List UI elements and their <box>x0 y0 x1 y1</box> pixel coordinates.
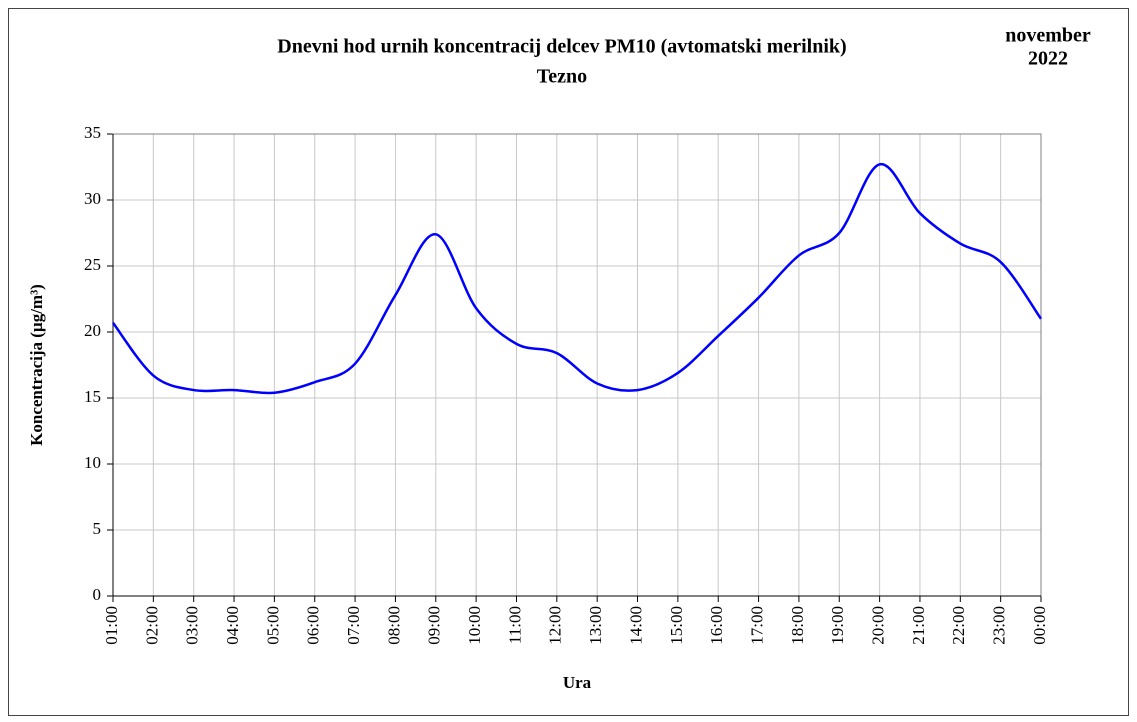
y-tick-label: 15 <box>84 387 101 406</box>
x-tick-label: 15:00 <box>667 606 686 645</box>
x-tick-label: 20:00 <box>869 606 888 645</box>
x-tick-label: 17:00 <box>747 606 766 645</box>
x-tick-label: 13:00 <box>586 606 605 645</box>
x-tick-label: 16:00 <box>707 606 726 645</box>
x-tick-label: 21:00 <box>909 606 928 645</box>
x-tick-label: 01:00 <box>102 606 121 645</box>
x-tick-label: 03:00 <box>183 606 202 645</box>
chart-title: Dnevni hod urnih koncentracij delcev PM1… <box>277 36 846 58</box>
x-tick-label: 00:00 <box>1030 606 1049 645</box>
x-tick-label: 07:00 <box>344 606 363 645</box>
y-tick-label: 0 <box>93 585 102 604</box>
x-tick-label: 10:00 <box>465 606 484 645</box>
x-tick-label: 04:00 <box>223 606 242 645</box>
y-tick-label: 20 <box>84 321 101 340</box>
x-tick-label: 19:00 <box>828 606 847 645</box>
y-tick-label: 35 <box>84 123 101 142</box>
chart-subtitle: Tezno <box>537 66 587 88</box>
y-axis-label: Koncentracija (µg/m³) <box>27 284 46 446</box>
y-tick-label: 10 <box>84 453 101 472</box>
x-tick-label: 14:00 <box>626 606 645 645</box>
x-tick-label: 09:00 <box>425 606 444 645</box>
x-tick-label: 12:00 <box>546 606 565 645</box>
period: 2022 <box>1028 48 1068 70</box>
x-tick-label: 18:00 <box>788 606 807 645</box>
x-tick-label: 02:00 <box>142 606 161 645</box>
data-line <box>112 163 1043 395</box>
x-tick-label: 22:00 <box>949 606 968 645</box>
y-tick-label: 5 <box>93 519 102 538</box>
x-tick-label: 08:00 <box>384 606 403 645</box>
x-tick-label: 05:00 <box>263 606 282 645</box>
x-tick-label: 06:00 <box>304 606 323 645</box>
x-axis-label: Ura <box>563 673 592 692</box>
x-tick-label: 23:00 <box>990 606 1009 645</box>
y-tick-label: 30 <box>84 189 101 208</box>
x-tick-label: 11:00 <box>505 606 524 644</box>
y-tick-label: 25 <box>84 255 101 274</box>
period: november <box>1005 25 1091 47</box>
